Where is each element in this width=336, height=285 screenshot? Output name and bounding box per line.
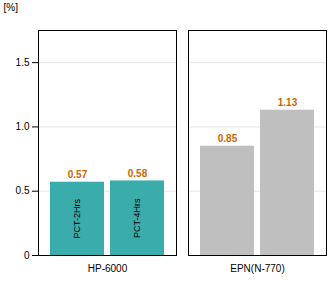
svg-text:PCT-4Hrs: PCT-4Hrs — [132, 198, 142, 238]
svg-text:1.0: 1.0 — [16, 121, 30, 132]
svg-text:0.5: 0.5 — [16, 185, 30, 196]
svg-text:[%]: [%] — [4, 2, 19, 13]
svg-text:0.85: 0.85 — [218, 133, 238, 144]
svg-text:0.58: 0.58 — [128, 168, 148, 179]
svg-text:1.5: 1.5 — [16, 57, 30, 68]
svg-text:HP-6000: HP-6000 — [88, 263, 128, 274]
svg-text:0: 0 — [24, 250, 30, 261]
svg-text:EPN(N-770): EPN(N-770) — [230, 263, 284, 274]
svg-text:1.13: 1.13 — [278, 97, 298, 108]
svg-text:PCT-2Hrs: PCT-2Hrs — [72, 199, 82, 239]
svg-text:0.57: 0.57 — [68, 169, 88, 180]
